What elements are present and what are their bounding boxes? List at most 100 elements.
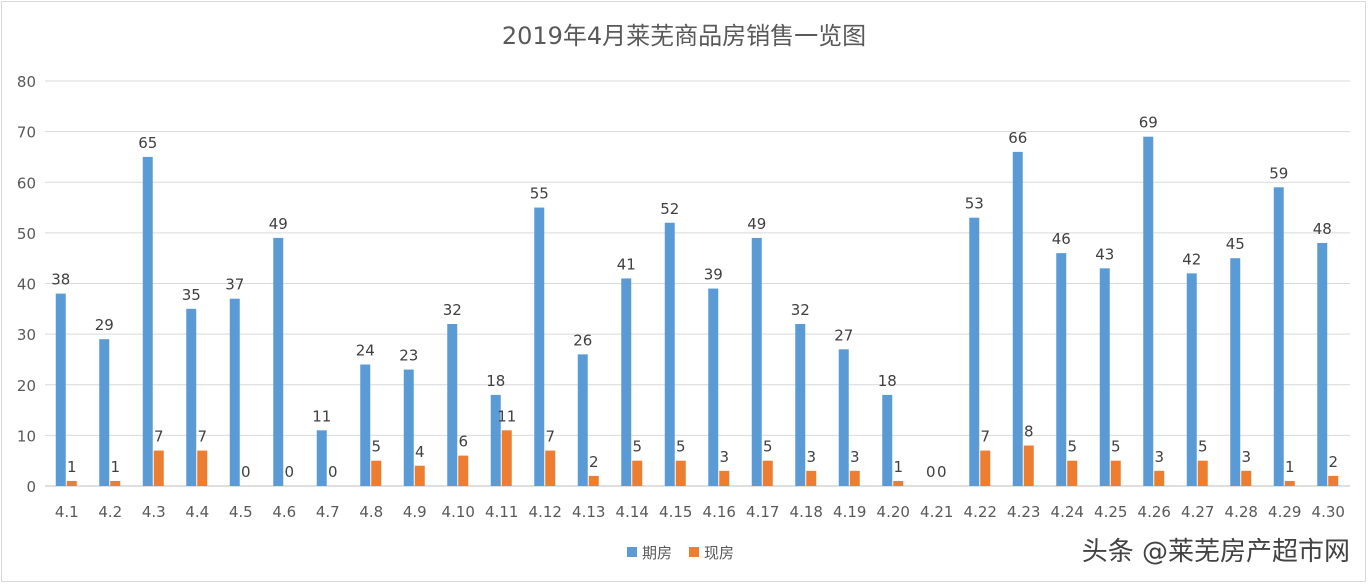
x-tick-label: 4.14 bbox=[616, 503, 649, 521]
bar-xianfang bbox=[1110, 460, 1121, 486]
bar-xianfang bbox=[1241, 470, 1252, 486]
bar-qifang bbox=[1056, 253, 1067, 486]
data-label: 1 bbox=[67, 458, 77, 476]
data-label: 18 bbox=[486, 372, 505, 390]
bar-qifang bbox=[447, 324, 458, 486]
data-label: 29 bbox=[95, 316, 114, 334]
x-tick-label: 4.17 bbox=[746, 503, 779, 521]
x-tick-label: 4.30 bbox=[1312, 503, 1345, 521]
bar-qifang bbox=[1099, 268, 1110, 486]
y-tick-label: 0 bbox=[26, 478, 36, 496]
bar-qifang bbox=[882, 394, 893, 486]
data-label: 26 bbox=[573, 331, 592, 349]
data-label: 7 bbox=[545, 428, 555, 446]
bar-qifang bbox=[1186, 273, 1197, 486]
data-label: 6 bbox=[458, 433, 468, 451]
bar-qifang bbox=[969, 217, 980, 486]
data-label: 66 bbox=[1008, 129, 1027, 147]
x-tick-label: 4.26 bbox=[1138, 503, 1171, 521]
data-label: 5 bbox=[1067, 438, 1077, 456]
x-tick-label: 4.23 bbox=[1007, 503, 1040, 521]
bar-xianfang bbox=[501, 430, 512, 486]
x-tick-label: 4.6 bbox=[272, 503, 296, 521]
x-tick-label: 4.4 bbox=[185, 503, 209, 521]
data-label: 18 bbox=[878, 372, 897, 390]
bar-xianfang bbox=[66, 480, 77, 486]
x-tick-label: 4.8 bbox=[359, 503, 383, 521]
data-label: 59 bbox=[1269, 164, 1288, 182]
data-label: 2 bbox=[1328, 453, 1338, 471]
bar-qifang bbox=[751, 237, 762, 486]
data-label: 11 bbox=[497, 407, 516, 425]
bar-qifang bbox=[1317, 243, 1328, 486]
x-tick-label: 4.18 bbox=[790, 503, 823, 521]
bar-qifang bbox=[316, 430, 327, 486]
data-label: 55 bbox=[530, 185, 549, 203]
bar-xianfang bbox=[849, 470, 860, 486]
data-label: 42 bbox=[1182, 250, 1201, 268]
data-label: 0 bbox=[241, 463, 251, 481]
data-label: 46 bbox=[1052, 230, 1071, 248]
data-label: 1 bbox=[1285, 458, 1295, 476]
data-label: 65 bbox=[138, 134, 157, 152]
data-label: 27 bbox=[834, 326, 853, 344]
legend-label-qifang: 期房 bbox=[642, 544, 672, 562]
data-label: 5 bbox=[371, 438, 381, 456]
bar-xianfang bbox=[675, 460, 686, 486]
x-tick-label: 4.13 bbox=[572, 503, 605, 521]
data-label: 7 bbox=[154, 428, 164, 446]
data-label: 41 bbox=[617, 255, 636, 273]
data-label: 2 bbox=[589, 453, 599, 471]
bar-qifang bbox=[360, 364, 371, 486]
bar-xianfang bbox=[719, 470, 730, 486]
bar-qifang bbox=[664, 222, 675, 486]
x-tick-label: 4.10 bbox=[442, 503, 475, 521]
data-label: 0 bbox=[328, 463, 338, 481]
x-tick-label: 4.11 bbox=[485, 503, 518, 521]
data-label: 52 bbox=[660, 200, 679, 218]
bar-xianfang bbox=[414, 465, 425, 486]
x-tick-label: 4.29 bbox=[1268, 503, 1301, 521]
data-label: 0 bbox=[937, 463, 947, 481]
bar-qifang bbox=[55, 293, 66, 486]
y-tick-label: 80 bbox=[17, 73, 36, 91]
bar-qifang bbox=[490, 394, 501, 486]
x-tick-label: 4.25 bbox=[1094, 503, 1127, 521]
bar-xianfang bbox=[1023, 445, 1034, 486]
data-label: 3 bbox=[1154, 448, 1164, 466]
bar-qifang bbox=[229, 298, 240, 486]
bar-qifang bbox=[838, 349, 849, 486]
data-label: 53 bbox=[965, 195, 984, 213]
bar-xianfang bbox=[458, 455, 469, 486]
y-tick-label: 70 bbox=[17, 124, 36, 142]
x-tick-label: 4.12 bbox=[529, 503, 562, 521]
bar-qifang bbox=[534, 207, 545, 486]
legend-swatch-qifang bbox=[627, 547, 637, 557]
bar-qifang bbox=[708, 288, 719, 486]
data-label: 49 bbox=[747, 215, 766, 233]
bar-qifang bbox=[621, 278, 632, 486]
x-tick-label: 4.1 bbox=[55, 503, 79, 521]
x-tick-label: 4.24 bbox=[1051, 503, 1084, 521]
bar-qifang bbox=[577, 354, 588, 486]
x-tick-label: 4.20 bbox=[877, 503, 910, 521]
data-label: 8 bbox=[1024, 423, 1034, 441]
data-label: 0 bbox=[926, 463, 936, 481]
watermark: 头条 @莱芜房产超市网 bbox=[1082, 537, 1350, 567]
data-label: 11 bbox=[312, 407, 331, 425]
data-label: 1 bbox=[893, 458, 903, 476]
data-label: 32 bbox=[791, 301, 810, 319]
bar-qifang bbox=[1012, 151, 1023, 486]
x-tick-label: 4.15 bbox=[659, 503, 692, 521]
x-tick-label: 4.21 bbox=[920, 503, 953, 521]
bar-xianfang bbox=[762, 460, 773, 486]
data-label: 5 bbox=[1111, 438, 1121, 456]
legend-swatch-xianfang bbox=[689, 547, 699, 557]
bar-xianfang bbox=[1328, 475, 1339, 486]
bar-qifang bbox=[99, 339, 110, 486]
x-tick-label: 4.19 bbox=[833, 503, 866, 521]
data-label: 3 bbox=[806, 448, 816, 466]
data-label: 0 bbox=[284, 463, 294, 481]
data-label: 5 bbox=[632, 438, 642, 456]
